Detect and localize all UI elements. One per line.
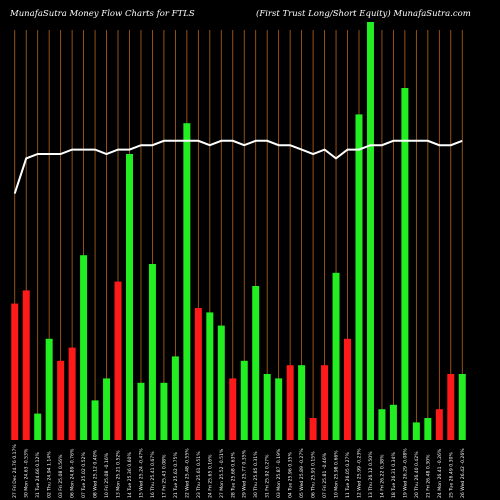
bar: [252, 286, 260, 440]
bar-series: [11, 22, 466, 441]
bar: [309, 418, 317, 440]
bar: [401, 88, 409, 440]
x-tick-label: 25 Tue 26.49 0.30%: [448, 452, 454, 498]
bar: [194, 308, 202, 440]
bar: [91, 400, 99, 440]
bar: [11, 303, 19, 440]
bar: [229, 378, 237, 440]
x-tick-label: 23 Thu 25.61 0.51%: [196, 451, 202, 498]
x-tick-label: 14 Tue 25.36 0.60%: [127, 452, 133, 498]
x-tick-label: 30 Thu 25.85 0.31%: [253, 451, 259, 498]
bar: [45, 338, 53, 440]
x-tick-label: 27 Fri Dec 24.76 0.17%: [12, 444, 18, 498]
bar: [298, 365, 306, 440]
chart-title: MunafaSutra Money Flow Charts for FTLS: [10, 9, 195, 19]
bar: [148, 264, 156, 440]
x-tick-label: 06 Thu 25.93 0.15%: [311, 451, 317, 498]
bar: [57, 360, 65, 440]
x-tick-label: 21 Tue 25.62 0.75%: [173, 452, 179, 498]
bar: [240, 360, 248, 440]
bar: [217, 325, 225, 440]
bar: [366, 22, 374, 440]
bar: [114, 281, 122, 440]
x-tick-label: 18 Tue 26.31 0.34%: [391, 452, 397, 498]
x-tick-label: 31 Tue 24.66 0.12%: [35, 452, 41, 498]
bar: [344, 338, 352, 440]
x-tick-label: 28 Tue 25.68 0.63%: [230, 452, 236, 498]
x-tick-label: 29 Wed 25.77 0.35%: [242, 449, 248, 498]
x-tick-label: 24 Mon 26.41 -0.26%: [437, 448, 443, 498]
x-tick-label: 12 Wed 25.99 -0.23%: [356, 448, 362, 498]
bar: [389, 404, 397, 440]
bar: [103, 378, 111, 440]
bar: [125, 154, 133, 440]
bar: [68, 347, 76, 440]
x-tick-label: 11 Tue 26.05 0.27%: [345, 452, 351, 498]
bar: [263, 374, 271, 440]
x-tick-label: 26 Wed 26.42 -0.26%: [460, 448, 466, 498]
bar: [171, 356, 179, 440]
bar: [137, 382, 145, 440]
x-tick-label: 20 Thu 26.40 0.42%: [414, 451, 420, 498]
bar: [447, 374, 455, 440]
bar: [435, 409, 443, 440]
x-tick-label: 17 Fri 25.43 0.08%: [161, 454, 167, 498]
x-tick-label: 07 Fri 25.81 -0.46%: [322, 452, 328, 498]
x-tick-label: 31 Fri 25.92 0.27%: [265, 454, 271, 498]
x-tick-label: 06 Mon 24.89 -0.76%: [70, 448, 76, 498]
bar: [183, 123, 191, 440]
x-tick-label: 05 Wed 25.89 -0.27%: [299, 448, 305, 498]
money-flow-line: [13, 139, 463, 194]
x-tick-label: 24 Fri 25.65 0.16%: [207, 454, 213, 498]
bar: [206, 312, 214, 440]
x-tick-label: 07 Tue 25.02 0.52%: [81, 452, 87, 498]
x-tick-label: 02 Thu 24.94 1.14%: [47, 451, 53, 498]
bar: [160, 382, 168, 440]
bar: [332, 272, 340, 440]
bar: [34, 413, 42, 440]
bar: [424, 418, 432, 440]
chart-subtitle: (First Trust Long/Short Equity) MunafaSu…: [256, 9, 471, 19]
x-tick-label: 22 Wed 25.48 -0.55%: [184, 448, 190, 498]
bar: [355, 114, 363, 441]
x-tick-label: 15 Wed 25.24 -0.47%: [138, 448, 144, 498]
x-tick-label: 04 Tue 25.96 0.35%: [288, 452, 294, 498]
bar: [412, 422, 420, 440]
x-tick-label: 10 Mon 25.98 0.66%: [334, 450, 340, 498]
bar: [458, 374, 466, 440]
bar: [80, 255, 88, 440]
x-tick-label: 16 Thu 25.41 0.67%: [150, 451, 156, 498]
x-tick-label: 13 Mon 25.21 0.52%: [116, 450, 122, 498]
bar: [286, 365, 294, 440]
x-tick-label: 10 Fri 25.08 -0.16%: [104, 452, 110, 498]
x-tick-label: 03 Mon 25.87 -0.19%: [276, 448, 282, 498]
x-tick-label: 03 Fri 25.08 0.56%: [58, 454, 64, 498]
x-tick-label: 08 Wed 25.12 0.40%: [93, 449, 99, 498]
x-tick-label: 13 Thu 26.12 0.50%: [368, 451, 374, 498]
x-tick-label: 14 Fri 26.22 0.38%: [379, 454, 385, 498]
x-tick-label: 21 Fri 26.48 0.30%: [425, 454, 431, 498]
x-tick-label: 27 Mon 25.52 -0.51%: [219, 448, 225, 498]
bar: [378, 409, 386, 440]
bar: [22, 290, 30, 440]
x-tick-label: 19 Wed 26.29 -0.08%: [402, 448, 408, 498]
bar: [275, 378, 283, 440]
x-axis-labels: 27 Fri Dec 24.76 0.17% 30 Mon 24.63 -0.53…: [12, 444, 466, 498]
x-tick-label: 30 Mon 24.63 -0.53%: [24, 448, 30, 498]
bar: [321, 365, 329, 440]
